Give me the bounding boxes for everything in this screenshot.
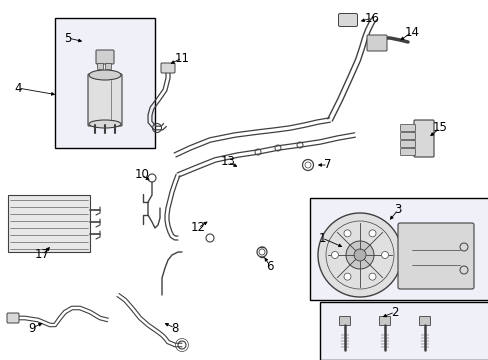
Circle shape: [331, 252, 338, 258]
FancyBboxPatch shape: [400, 148, 415, 156]
FancyBboxPatch shape: [88, 74, 122, 126]
Circle shape: [346, 241, 373, 269]
Text: 2: 2: [390, 306, 398, 319]
FancyBboxPatch shape: [400, 125, 415, 131]
Text: 12: 12: [190, 221, 205, 234]
FancyBboxPatch shape: [339, 316, 350, 325]
Circle shape: [343, 230, 350, 237]
FancyBboxPatch shape: [379, 316, 390, 325]
FancyBboxPatch shape: [105, 63, 111, 69]
Text: 5: 5: [64, 31, 72, 45]
FancyBboxPatch shape: [97, 63, 103, 69]
Bar: [309, 198, 488, 300]
Bar: [8, 195, 90, 252]
FancyBboxPatch shape: [400, 140, 415, 148]
Text: 1: 1: [318, 231, 325, 244]
Text: 9: 9: [28, 321, 36, 334]
Text: 16: 16: [364, 12, 379, 24]
FancyBboxPatch shape: [338, 13, 357, 27]
FancyBboxPatch shape: [413, 120, 433, 157]
Text: 8: 8: [171, 321, 178, 334]
Circle shape: [368, 230, 375, 237]
Text: 13: 13: [220, 156, 235, 168]
FancyBboxPatch shape: [366, 35, 386, 51]
FancyBboxPatch shape: [400, 132, 415, 139]
Text: 6: 6: [265, 260, 273, 273]
Text: 17: 17: [35, 248, 49, 261]
Ellipse shape: [89, 120, 121, 128]
Ellipse shape: [89, 70, 121, 80]
Bar: [55, 18, 155, 148]
Circle shape: [343, 273, 350, 280]
Circle shape: [317, 213, 401, 297]
Text: 3: 3: [393, 203, 401, 216]
Circle shape: [353, 249, 365, 261]
Circle shape: [368, 273, 375, 280]
Bar: [319, 302, 488, 360]
Text: 7: 7: [324, 158, 331, 171]
Text: 4: 4: [14, 81, 21, 94]
Text: 10: 10: [134, 168, 149, 181]
Text: 14: 14: [404, 26, 419, 39]
FancyBboxPatch shape: [419, 316, 429, 325]
FancyBboxPatch shape: [7, 313, 19, 323]
FancyBboxPatch shape: [96, 50, 114, 64]
FancyBboxPatch shape: [397, 223, 473, 289]
Text: 15: 15: [432, 121, 447, 135]
Circle shape: [381, 252, 387, 258]
FancyBboxPatch shape: [161, 63, 175, 73]
Text: 11: 11: [174, 51, 189, 64]
